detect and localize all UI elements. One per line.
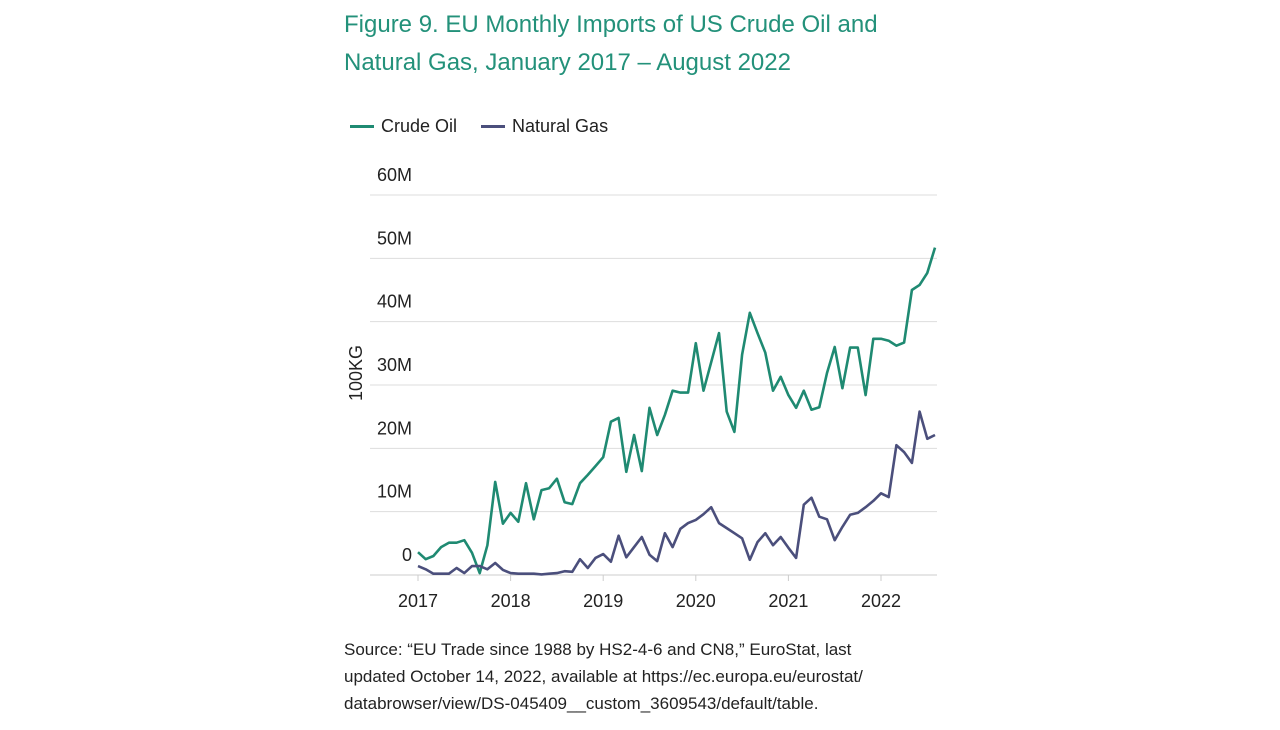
legend-label: Natural Gas xyxy=(512,116,609,136)
x-tick-label: 2018 xyxy=(491,591,531,611)
chart-title: Figure 9. EU Monthly Imports of US Crude… xyxy=(344,6,944,82)
source-note: Source: “EU Trade since 1988 by HS2-4-6 … xyxy=(344,636,964,717)
source-line: Source: “EU Trade since 1988 by HS2-4-6 … xyxy=(344,640,852,659)
y-tick-label: 50M xyxy=(377,228,412,248)
y-tick-label: 30M xyxy=(377,355,412,375)
legend-swatch-natural-gas xyxy=(481,125,506,128)
legend: Crude Oil Natural Gas xyxy=(350,116,608,137)
y-tick-label: 20M xyxy=(377,418,412,438)
x-tick-label: 2022 xyxy=(861,591,901,611)
y-tick-label: 0 xyxy=(402,545,412,565)
series-line-crude-oil xyxy=(417,247,937,575)
title-line-1: Figure 9. EU Monthly Imports of US Crude… xyxy=(344,11,878,38)
title-line-2: Natural Gas, January 2017 – August 2022 xyxy=(344,49,791,76)
legend-label: Crude Oil xyxy=(381,116,458,136)
legend-swatch-crude-oil xyxy=(350,125,374,128)
x-tick-label: 2021 xyxy=(768,591,808,611)
y-tick-label: 10M xyxy=(377,482,412,502)
legend-item-natural-gas: Natural Gas xyxy=(481,116,608,137)
series-line-natural-gas xyxy=(417,410,936,576)
y-tick-label: 40M xyxy=(377,292,412,312)
legend-item-crude-oil: Crude Oil xyxy=(350,116,457,137)
x-tick-label: 2020 xyxy=(676,591,716,611)
source-line: databrowser/view/DS-045409__custom_36095… xyxy=(344,694,819,713)
source-line: updated October 14, 2022, available at h… xyxy=(344,667,863,686)
y-tick-label: 60M xyxy=(377,165,412,185)
x-tick-label: 2019 xyxy=(583,591,623,611)
x-tick-label: 2017 xyxy=(398,591,438,611)
y-axis-label: 100KG xyxy=(346,345,366,401)
